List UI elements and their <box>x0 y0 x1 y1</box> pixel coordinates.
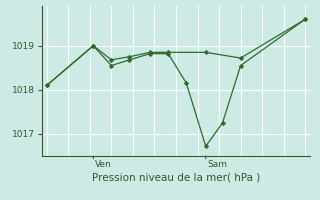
X-axis label: Pression niveau de la mer( hPa ): Pression niveau de la mer( hPa ) <box>92 173 260 183</box>
Text: Ven: Ven <box>95 160 111 169</box>
Text: Sam: Sam <box>207 160 227 169</box>
